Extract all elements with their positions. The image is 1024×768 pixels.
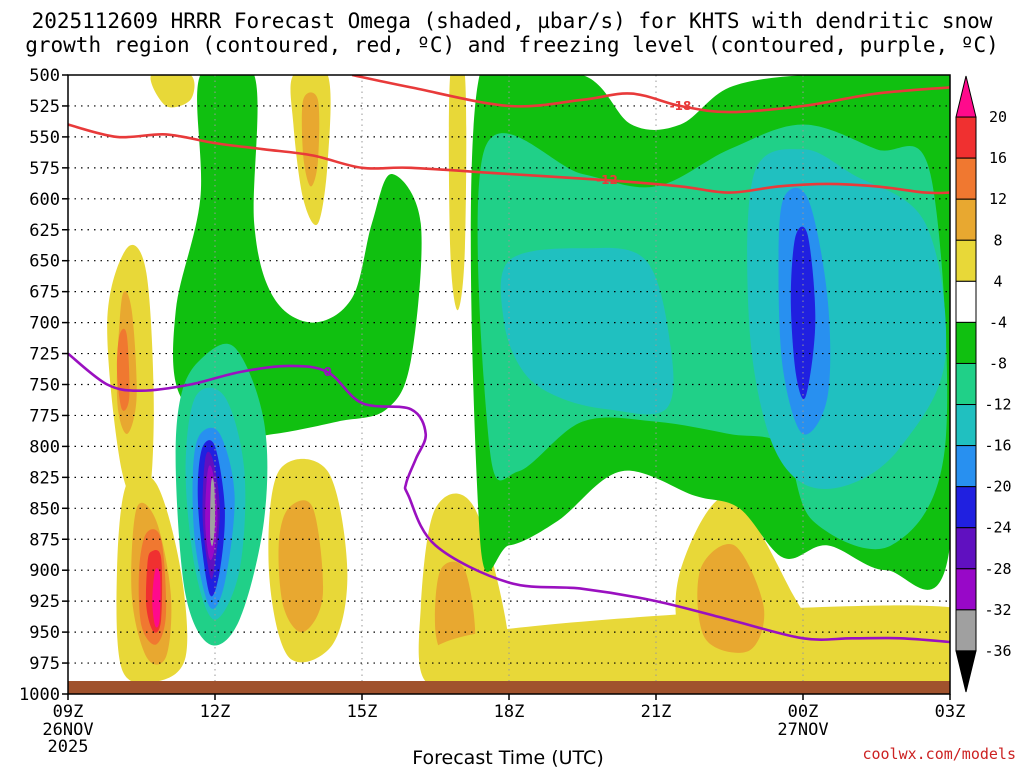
colorbar-tick-8: -16 <box>984 437 1011 455</box>
colorbar-swatch-6 <box>955 321 977 364</box>
colorbar-swatch-9 <box>955 445 977 488</box>
y-tick-label-675: 675 <box>29 283 60 303</box>
y-axis: 500 525 550 575 600 625 650 675 700 725 750 775 800 8… <box>19 66 68 705</box>
ground-surface <box>68 681 950 694</box>
omega-region-positive_4_8 <box>150 75 195 108</box>
y-tick-label-1000: 1000 <box>19 685 60 705</box>
omega-region-positive_8_12 <box>301 92 320 187</box>
purple-contour-0 <box>68 352 950 644</box>
colorbar-swatch-10 <box>955 486 977 529</box>
omega-region-negative_12_16 <box>500 247 674 415</box>
colorbar: 20 16 12 8 4 -4 -8 -12 -16 -20 -24 -28 -32 -36 <box>955 75 1012 693</box>
y-tick-label-750: 750 <box>29 376 60 396</box>
y-tick-label-800: 800 <box>29 437 60 457</box>
colorbar-tick-13: -36 <box>984 642 1011 660</box>
omega-region-negative_32_36 <box>210 478 216 546</box>
y-tick-label-525: 525 <box>29 97 60 117</box>
x-tick-sublabel-09Z: 26NOV <box>42 720 93 740</box>
colorbar-tick-2: 12 <box>989 190 1007 208</box>
y-tick-label-550: 550 <box>29 128 60 148</box>
x-tick-label-15Z: 15Z <box>347 702 378 722</box>
colorbar-tick-11: -28 <box>984 560 1011 578</box>
red-contour-1 <box>68 123 950 195</box>
y-tick-label-850: 850 <box>29 499 60 519</box>
y-tick-label-600: 600 <box>29 190 60 210</box>
x-tick-year-09Z: 2025 <box>48 737 89 757</box>
temperature-contours: -18 -12 0 <box>68 75 950 644</box>
colorbar-swatch-7 <box>955 362 977 406</box>
colorbar-tick-0: 20 <box>989 108 1007 126</box>
colorbar-swatch-1 <box>955 116 977 159</box>
title-line-1: 2025112609 HRRR Forecast Omega (shaded, … <box>32 9 993 33</box>
x-tick-label-00Z: 00Z <box>788 702 819 722</box>
colorbar-tick-12: -32 <box>984 601 1011 619</box>
omega-region-positive_8_12 <box>278 500 324 633</box>
x-tick-label-03Z: 03Z <box>935 702 966 722</box>
y-tick-label-925: 925 <box>29 592 60 612</box>
credit-link[interactable]: coolwx.com/models <box>862 745 1016 763</box>
colorbar-tick-10: -24 <box>984 519 1011 537</box>
colorbar-swatch-4 <box>955 239 977 282</box>
colorbar-swatch-13 <box>955 609 977 652</box>
title-line-2: growth region (contoured, red, ºC) and f… <box>25 33 999 57</box>
omega-shading <box>107 75 950 690</box>
red-contour-label-0: -18 <box>670 99 692 113</box>
colorbar-swatch-3 <box>955 198 977 241</box>
colorbar-tick-9: -20 <box>984 478 1011 496</box>
omega-region-positive_4_8 <box>448 75 467 311</box>
y-tick-label-950: 950 <box>29 623 60 643</box>
purple-contour-label-0: 0 <box>324 365 332 379</box>
colorbar-swatch-5 <box>955 280 977 323</box>
colorbar-swatch-11 <box>955 527 977 570</box>
omega-region-negative_4_8 <box>173 75 422 438</box>
x-tick-label-18Z: 18Z <box>494 702 525 722</box>
x-tick-label-09Z: 09Z <box>53 702 84 722</box>
y-tick-label-900: 900 <box>29 561 60 581</box>
y-tick-label-650: 650 <box>29 252 60 272</box>
x-tick-label-21Z: 21Z <box>641 702 672 722</box>
red-contour-label-1: -12 <box>596 173 618 187</box>
y-tick-label-975: 975 <box>29 654 60 674</box>
colorbar-bottom-arrow <box>955 650 977 693</box>
y-tick-label-700: 700 <box>29 314 60 334</box>
colorbar-tick-3: 8 <box>993 231 1002 249</box>
x-axis-label: Forecast Time (UTC) <box>412 747 603 768</box>
colorbar-tick-4: 4 <box>993 272 1002 290</box>
chart-title: 2025112609 HRRR Forecast Omega (shaded, … <box>25 9 999 57</box>
y-tick-label-875: 875 <box>29 530 60 550</box>
colorbar-swatch-2 <box>955 157 977 200</box>
x-tick-sublabel-00Z: 27NOV <box>777 720 828 740</box>
y-tick-label-775: 775 <box>29 406 60 426</box>
colorbar-tick-1: 16 <box>989 149 1007 167</box>
y-tick-label-625: 625 <box>29 221 60 241</box>
colorbar-tick-5: -4 <box>989 313 1007 331</box>
y-tick-label-575: 575 <box>29 159 60 179</box>
y-tick-label-725: 725 <box>29 345 60 365</box>
omega-region-positive_20_plus <box>152 568 161 628</box>
y-tick-label-825: 825 <box>29 468 60 488</box>
colorbar-tick-7: -12 <box>984 396 1011 414</box>
colorbar-swatch-12 <box>955 568 977 611</box>
x-tick-label-12Z: 12Z <box>200 702 231 722</box>
y-tick-label-500: 500 <box>29 66 60 86</box>
colorbar-swatch-8 <box>955 404 977 447</box>
colorbar-top-arrow <box>955 75 977 118</box>
red-contour-0 <box>351 75 950 114</box>
colorbar-tick-6: -8 <box>989 354 1007 372</box>
